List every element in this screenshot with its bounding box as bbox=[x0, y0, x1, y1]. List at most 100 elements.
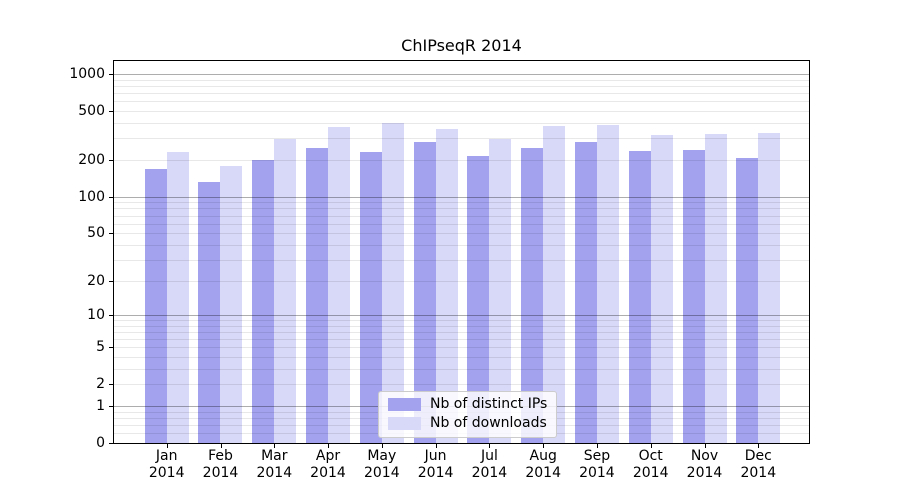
x-tick-label-nov: Nov 2014 bbox=[673, 448, 737, 482]
legend: Nb of distinct IPs Nb of downloads bbox=[378, 391, 558, 438]
y-tickmark bbox=[109, 443, 113, 444]
y-tickmark bbox=[109, 196, 113, 198]
minor-gridline bbox=[114, 233, 809, 235]
x-tickmark bbox=[435, 444, 437, 448]
x-tick-label-sep: Sep 2014 bbox=[565, 448, 629, 482]
bar-distinct-ips-mar bbox=[252, 159, 275, 443]
x-tick-month: Jun bbox=[424, 448, 447, 464]
legend-swatch-downloads-icon bbox=[388, 417, 421, 430]
bar-downloads-sep bbox=[596, 125, 619, 443]
x-tick-year: 2014 bbox=[310, 465, 346, 481]
bar-downloads-feb bbox=[220, 166, 243, 443]
x-tickmark bbox=[220, 444, 222, 448]
y-tick-label: 1000 bbox=[69, 66, 105, 83]
x-tick-label-mar: Mar 2014 bbox=[242, 448, 306, 482]
y-tickmark bbox=[109, 406, 113, 407]
y-tickmark bbox=[109, 315, 113, 316]
bar-distinct-ips-nov bbox=[682, 150, 705, 443]
x-tick-month: Sep bbox=[583, 448, 611, 464]
bar-distinct-ips-jan bbox=[144, 169, 167, 443]
x-tick-month: Jan bbox=[155, 448, 178, 464]
x-tick-year: 2014 bbox=[740, 465, 777, 481]
x-tick-label-aug: Aug 2014 bbox=[511, 448, 575, 482]
bar-distinct-ips-dec bbox=[736, 158, 759, 443]
bar-downloads-oct bbox=[650, 134, 673, 443]
minor-gridline bbox=[114, 332, 809, 333]
minor-gridline bbox=[114, 369, 809, 370]
x-tickmark bbox=[274, 444, 276, 448]
x-tick-year: 2014 bbox=[686, 465, 723, 481]
chart-title: ChIPseqR 2014 bbox=[401, 36, 522, 55]
legend-label-distinct-ips: Nb of distinct IPs bbox=[430, 396, 548, 412]
x-tickmark bbox=[596, 444, 598, 448]
y-tick-label: 5 bbox=[96, 339, 105, 356]
x-tick-label-apr: Apr 2014 bbox=[296, 448, 360, 482]
minor-gridline bbox=[114, 215, 809, 217]
bar-downloads-jul bbox=[489, 139, 512, 443]
x-tick-month: Oct bbox=[638, 448, 663, 464]
x-tick-month: Feb bbox=[208, 448, 233, 464]
x-tick-year: 2014 bbox=[417, 465, 454, 481]
minor-gridline bbox=[114, 86, 809, 88]
x-tick-year: 2014 bbox=[363, 465, 400, 481]
x-tickmark bbox=[489, 444, 491, 448]
major-gridline bbox=[114, 74, 809, 76]
x-tick-label-oct: Oct 2014 bbox=[619, 448, 683, 482]
y-tickmark bbox=[109, 233, 113, 235]
bar-distinct-ips-oct bbox=[628, 151, 651, 443]
y-tick-label: 20 bbox=[87, 272, 105, 289]
legend-label-downloads: Nb of downloads bbox=[430, 415, 547, 431]
minor-gridline bbox=[114, 339, 809, 341]
bar-distinct-ips-sep bbox=[574, 142, 597, 443]
bar-distinct-ips-aug bbox=[521, 148, 544, 443]
legend-swatch-distinct-ips-icon bbox=[388, 398, 421, 411]
bar-downloads-nov bbox=[704, 133, 727, 443]
y-tickmark bbox=[109, 111, 113, 113]
y-tick-label: 1 bbox=[96, 398, 105, 414]
y-tickmark bbox=[109, 347, 113, 349]
x-tickmark bbox=[166, 444, 168, 448]
x-tick-month: Jul bbox=[480, 448, 498, 464]
minor-gridline bbox=[114, 93, 809, 95]
x-tick-label-jul: Jul 2014 bbox=[457, 448, 521, 482]
minor-gridline bbox=[114, 159, 809, 161]
minor-gridline bbox=[114, 325, 809, 327]
x-tickmark bbox=[758, 444, 760, 448]
bar-distinct-ips-jun bbox=[413, 142, 436, 443]
x-tick-year: 2014 bbox=[256, 465, 293, 481]
minor-gridline bbox=[114, 280, 809, 282]
x-tick-label-jan: Jan 2014 bbox=[135, 448, 199, 482]
plot-area: Nb of distinct IPs Nb of downloads bbox=[113, 60, 810, 444]
bars-layer bbox=[114, 61, 809, 443]
legend-entry-downloads: Nb of downloads bbox=[388, 416, 547, 431]
y-tick-label: 200 bbox=[78, 151, 105, 168]
x-tick-month: Mar bbox=[261, 448, 288, 464]
minor-gridline bbox=[114, 208, 809, 210]
x-tick-year: 2014 bbox=[471, 465, 508, 481]
x-tickmark bbox=[381, 444, 383, 448]
x-tick-label-dec: Dec 2014 bbox=[726, 448, 790, 482]
bar-downloads-apr bbox=[328, 127, 351, 443]
x-tick-label-feb: Feb 2014 bbox=[189, 448, 253, 482]
x-tick-year: 2014 bbox=[579, 465, 615, 481]
minor-gridline bbox=[114, 347, 809, 349]
y-tickmark bbox=[109, 159, 113, 161]
x-tick-month: Aug bbox=[529, 448, 557, 464]
bar-downloads-mar bbox=[274, 139, 297, 443]
x-tickmark bbox=[650, 444, 652, 448]
x-tick-month: Dec bbox=[744, 448, 772, 464]
minor-gridline bbox=[114, 101, 809, 103]
major-gridline bbox=[114, 315, 809, 316]
y-tick-label: 500 bbox=[78, 103, 105, 120]
bar-distinct-ips-feb bbox=[198, 181, 221, 443]
minor-gridline bbox=[114, 357, 809, 359]
y-tickmark bbox=[109, 280, 113, 282]
x-tick-label-jun: Jun 2014 bbox=[404, 448, 468, 482]
x-tick-year: 2014 bbox=[632, 465, 669, 481]
minor-gridline bbox=[114, 223, 809, 225]
y-tick-label: 0 bbox=[96, 435, 105, 451]
minor-gridline bbox=[114, 320, 809, 322]
x-tick-year: 2014 bbox=[202, 465, 239, 481]
major-gridline bbox=[114, 196, 809, 198]
